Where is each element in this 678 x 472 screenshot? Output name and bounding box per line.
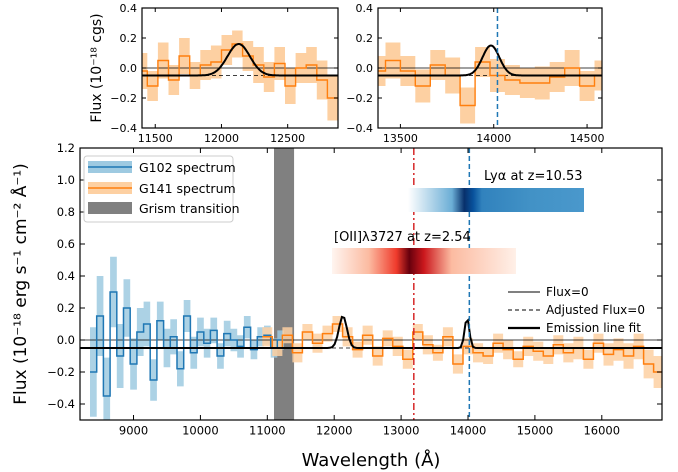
inset-right-error-band (378, 42, 602, 124)
inset-right-lines (378, 8, 602, 128)
oii-annotation: [OII]λ3727 at z=2.54 (334, 230, 471, 245)
grism-transition-region (274, 148, 295, 420)
grism-transition-band (274, 148, 295, 420)
inset-left-y-axis: −0.4 −0.2 0.0 0.2 0.4 (110, 2, 338, 135)
main-error-bands (90, 256, 662, 420)
emission-fit-line (142, 43, 338, 77)
y-tick-label: 1.0 (57, 173, 75, 187)
g141-series-line (378, 59, 602, 107)
inset-right-panel: 13500 14000 14500 −0.4 −0.2 0.0 0.2 0.4 (346, 2, 605, 145)
legend-fit-label: Emission line fit (546, 321, 641, 335)
main-ylabel: Flux (10⁻¹⁸ erg s⁻¹ cm⁻² Å⁻¹) (9, 163, 31, 405)
error-band-g102 (90, 256, 284, 420)
main-x-axis: 9000 10000 11000 12000 13000 14000 15000 16000 (119, 148, 620, 438)
y-tick-label: −0.2 (110, 92, 137, 105)
legend-grism-swatch (88, 202, 132, 214)
lya-redshift-bar (408, 188, 584, 212)
inset-left-error-band (142, 30, 338, 121)
y-tick-label: −0.4 (47, 397, 75, 411)
main-panel: 9000 10000 11000 12000 13000 14000 15000 16000 … (9, 141, 663, 471)
x-tick-label: 12500 (270, 132, 305, 145)
x-tick-label: 11500 (138, 132, 173, 145)
error-band (378, 42, 602, 124)
x-tick-label: 14000 (476, 132, 511, 145)
x-tick-label: 13000 (383, 424, 420, 438)
inset-left-panel: 11500 12000 12500 −0.4 −0.2 0.0 0.2 0.4 Flux (… (89, 2, 339, 145)
main-y-axis: −0.4 −0.2 0.0 0.2 0.4 0.6 0.8 1.0 1.2 (47, 141, 662, 411)
y-tick-label: −0.4 (110, 122, 137, 135)
x-tick-label: 14000 (450, 424, 487, 438)
legend-adjusted-label: Adjusted Flux=0 (546, 303, 645, 317)
y-tick-label: 0.2 (57, 301, 75, 315)
y-tick-label: 0.2 (356, 32, 374, 45)
x-tick-label: 11000 (249, 424, 286, 438)
y-tick-label: 0.2 (120, 32, 138, 45)
legend-right: Flux=0 Adjusted Flux=0 Emission line fit (508, 285, 645, 335)
y-tick-label: 0.4 (57, 269, 75, 283)
y-tick-label: 0.0 (57, 333, 75, 347)
y-tick-label: 0.0 (356, 62, 374, 75)
x-tick-label: 9000 (119, 424, 148, 438)
y-tick-label: 0.4 (356, 2, 374, 15)
x-tick-label: 10000 (182, 424, 219, 438)
error-band (142, 30, 338, 121)
y-tick-label: −0.2 (346, 92, 373, 105)
y-tick-label: 0.8 (57, 205, 75, 219)
y-tick-label: −0.4 (346, 122, 373, 135)
series-line-g141 (262, 323, 662, 373)
x-tick-label: 14500 (570, 132, 605, 145)
x-tick-label: 12000 (316, 424, 353, 438)
x-tick-label: 16000 (583, 424, 620, 438)
main-xlabel: Wavelength (Å) (302, 449, 441, 471)
main-lines (80, 291, 662, 397)
inset-ylabel: Flux (10⁻¹⁸ cgs) (89, 13, 105, 122)
legend-g102-label: G102 spectrum (139, 160, 236, 175)
series-line-g102 (90, 291, 284, 397)
inset-left-x-axis: 11500 12000 12500 (138, 8, 305, 145)
inset-right-x-axis: 13500 14000 14500 (383, 8, 605, 145)
x-tick-label: 12000 (204, 132, 239, 145)
y-tick-label: −0.2 (47, 365, 75, 379)
legend-left: G102 spectrum G141 spectrum Grism transi… (83, 155, 240, 223)
emission-fit-line (80, 315, 662, 349)
inset-left-lines (142, 43, 338, 99)
legend-grism-label: Grism transition (139, 201, 240, 216)
oii-redshift-bar (332, 248, 516, 274)
y-tick-label: 1.2 (57, 141, 75, 155)
inset-right-y-axis: −0.4 −0.2 0.0 0.2 0.4 (346, 2, 602, 135)
y-tick-label: 0.0 (120, 62, 138, 75)
emission-fit-line (378, 44, 602, 77)
legend-g141-label: G141 spectrum (139, 181, 236, 196)
main-frame (79, 147, 663, 421)
x-tick-label: 15000 (517, 424, 554, 438)
y-tick-label: 0.4 (120, 2, 138, 15)
lya-annotation: Lyα at z=10.53 (484, 169, 583, 184)
error-band-g141 (262, 316, 662, 388)
x-tick-label: 13500 (383, 132, 418, 145)
legend-flux-zero-label: Flux=0 (546, 285, 589, 299)
y-tick-label: 0.6 (57, 237, 75, 251)
